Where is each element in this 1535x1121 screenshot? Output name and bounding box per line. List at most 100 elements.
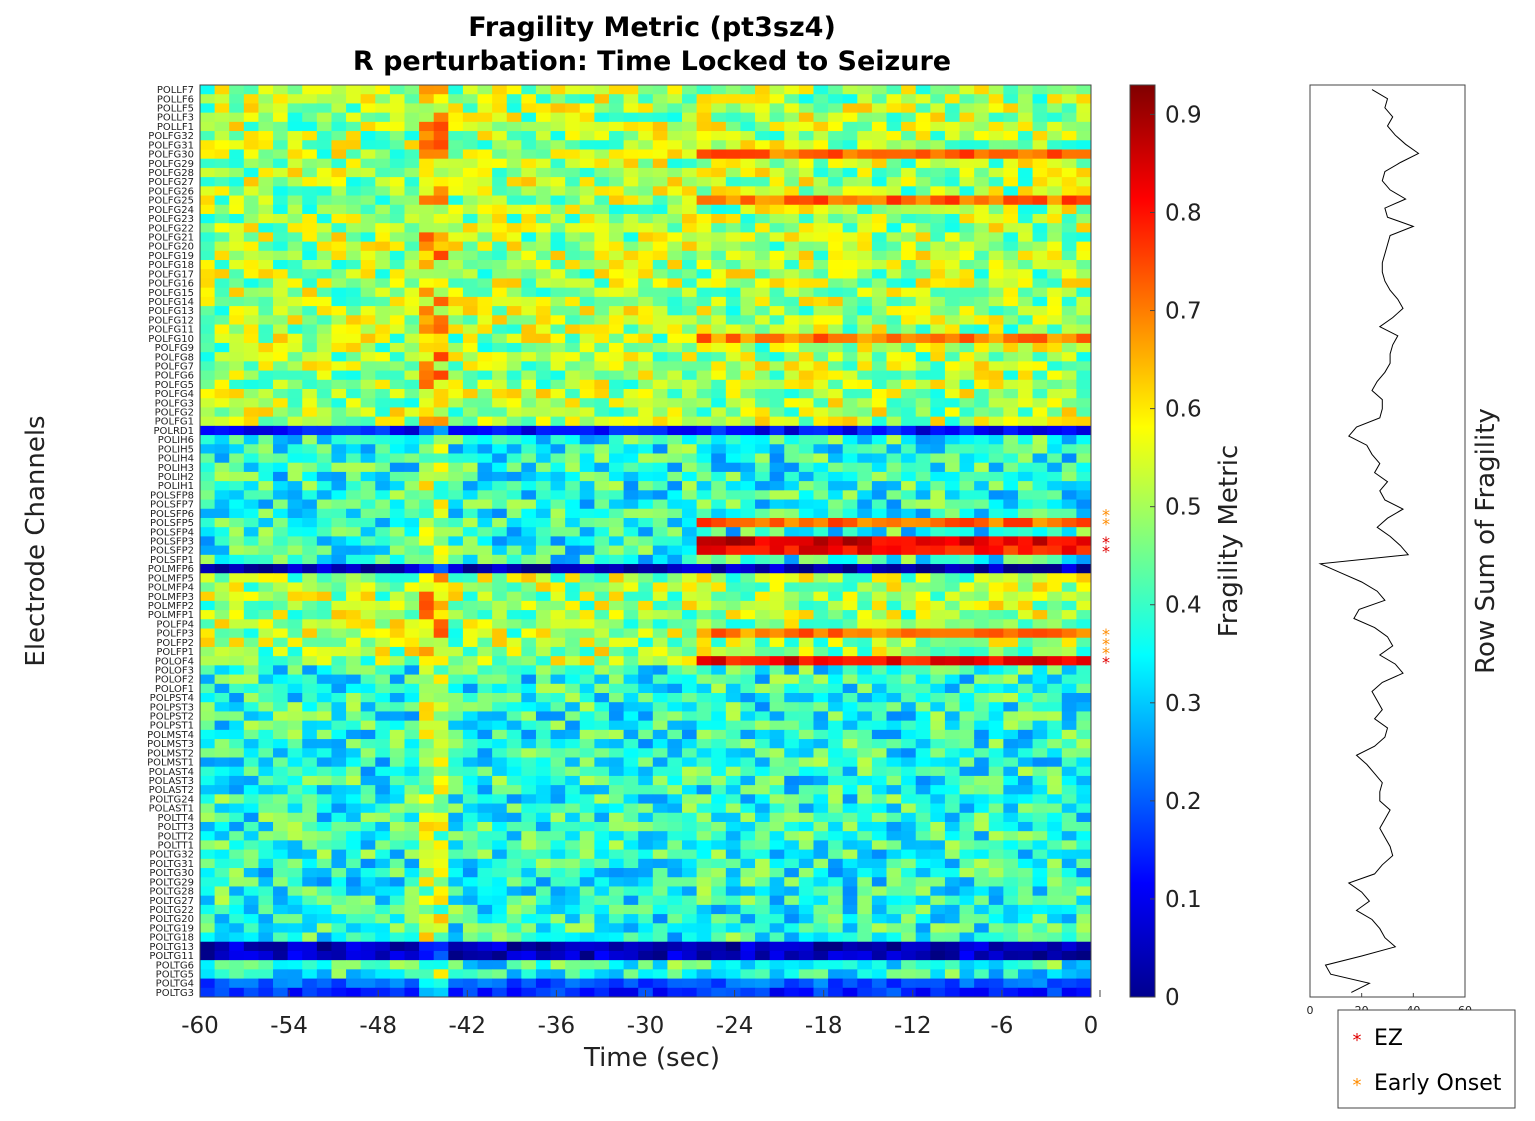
heatmap-cell — [243, 637, 259, 648]
heatmap-cell — [915, 628, 931, 639]
heatmap-cell — [404, 490, 420, 500]
heatmap-cell — [857, 158, 873, 169]
heatmap-cell — [682, 379, 698, 390]
heatmap-cell — [857, 665, 873, 675]
heatmap-cell — [419, 757, 435, 768]
heatmap-cell — [755, 674, 771, 685]
heatmap-cell — [375, 637, 391, 648]
heatmap-cell — [711, 674, 727, 685]
heatmap-cell — [243, 545, 259, 556]
heatmap-cell — [915, 241, 931, 252]
heatmap-cell — [243, 821, 259, 832]
heatmap-cell — [492, 241, 508, 252]
heatmap-cell — [389, 315, 405, 325]
heatmap-cell — [901, 554, 917, 565]
heatmap-cell — [448, 149, 464, 160]
heatmap-cell — [462, 573, 478, 583]
heatmap-cell — [901, 794, 917, 804]
heatmap-cell — [1003, 545, 1019, 556]
heatmap-cell — [535, 250, 551, 261]
heatmap-cell — [535, 481, 551, 491]
heatmap-cell — [857, 527, 873, 537]
heatmap-cell — [930, 748, 946, 758]
heatmap-cell — [550, 140, 566, 150]
heatmap-cell — [506, 646, 522, 657]
heatmap-cell — [784, 398, 800, 408]
heatmap-cell — [638, 342, 654, 353]
heatmap-cell — [813, 739, 829, 749]
heatmap-cell — [740, 213, 756, 224]
heatmap-cell — [214, 213, 230, 224]
heatmap-cell — [1003, 278, 1019, 289]
heatmap-cell — [930, 693, 946, 703]
heatmap-cell — [302, 499, 318, 510]
heatmap-cell — [462, 481, 478, 491]
heatmap-cell — [755, 324, 771, 335]
heatmap-cell — [944, 241, 960, 252]
heatmap-cell — [623, 250, 639, 261]
heatmap-cell — [886, 269, 902, 279]
heatmap-cell — [901, 94, 917, 104]
heatmap-cell — [273, 315, 289, 325]
heatmap-cell — [302, 481, 318, 491]
heatmap-cell — [974, 131, 990, 141]
heatmap-cell — [652, 131, 668, 141]
heatmap-cell — [974, 766, 990, 777]
heatmap-cell — [711, 186, 727, 196]
heatmap-cell — [944, 158, 960, 169]
heatmap-cell — [331, 361, 347, 371]
heatmap-cell — [1032, 453, 1048, 464]
heatmap-cell — [755, 94, 771, 104]
heatmap-cell — [842, 140, 858, 150]
heatmap-cell — [1003, 573, 1019, 583]
heatmap-cell — [273, 757, 289, 768]
heatmap-cell — [462, 729, 478, 740]
heatmap-cell — [550, 241, 566, 252]
heatmap-cell — [594, 352, 610, 362]
heatmap-cell — [711, 582, 727, 593]
heatmap-cell — [346, 600, 362, 611]
heatmap-cell — [623, 158, 639, 169]
heatmap-cell — [711, 711, 727, 722]
heatmap-cell — [214, 269, 230, 279]
heatmap-cell — [360, 333, 376, 344]
heatmap-cell — [828, 471, 844, 482]
heatmap-cell — [608, 204, 624, 215]
heatmap-cell — [492, 85, 508, 95]
heatmap-cell — [492, 352, 508, 362]
heatmap-cell — [506, 545, 522, 556]
heatmap-cell — [1047, 177, 1063, 187]
heatmap-cell — [448, 564, 464, 574]
heatmap-cell — [316, 85, 332, 95]
heatmap-cell — [594, 766, 610, 777]
heatmap-cell — [448, 693, 464, 703]
heatmap-cell — [755, 361, 771, 371]
heatmap-cell — [404, 545, 420, 556]
heatmap-cell — [828, 462, 844, 473]
heatmap-cell — [287, 223, 303, 233]
heatmap-cell — [1003, 140, 1019, 150]
heatmap-cell — [944, 508, 960, 519]
heatmap-cell — [506, 444, 522, 454]
heatmap-cell — [477, 140, 493, 150]
heatmap-cell — [492, 416, 508, 427]
heatmap-cell — [930, 600, 946, 611]
heatmap-cell — [813, 785, 829, 795]
heatmap-cell — [565, 223, 581, 233]
heatmap-cell — [214, 720, 230, 731]
heatmap-cell — [448, 600, 464, 611]
heatmap-cell — [448, 720, 464, 731]
heatmap-cell — [550, 831, 566, 841]
heatmap-cell — [404, 306, 420, 316]
heatmap-cell — [316, 821, 332, 832]
heatmap-cell — [1003, 729, 1019, 740]
heatmap-cell — [243, 573, 259, 583]
heatmap-cell — [521, 600, 537, 611]
heatmap-cell — [930, 508, 946, 519]
heatmap-cell — [462, 435, 478, 445]
heatmap-cell — [360, 444, 376, 454]
heatmap-cell — [1061, 407, 1077, 418]
heatmap-cell — [535, 121, 551, 132]
heatmap-cell — [360, 711, 376, 722]
heatmap-cell — [871, 564, 887, 574]
